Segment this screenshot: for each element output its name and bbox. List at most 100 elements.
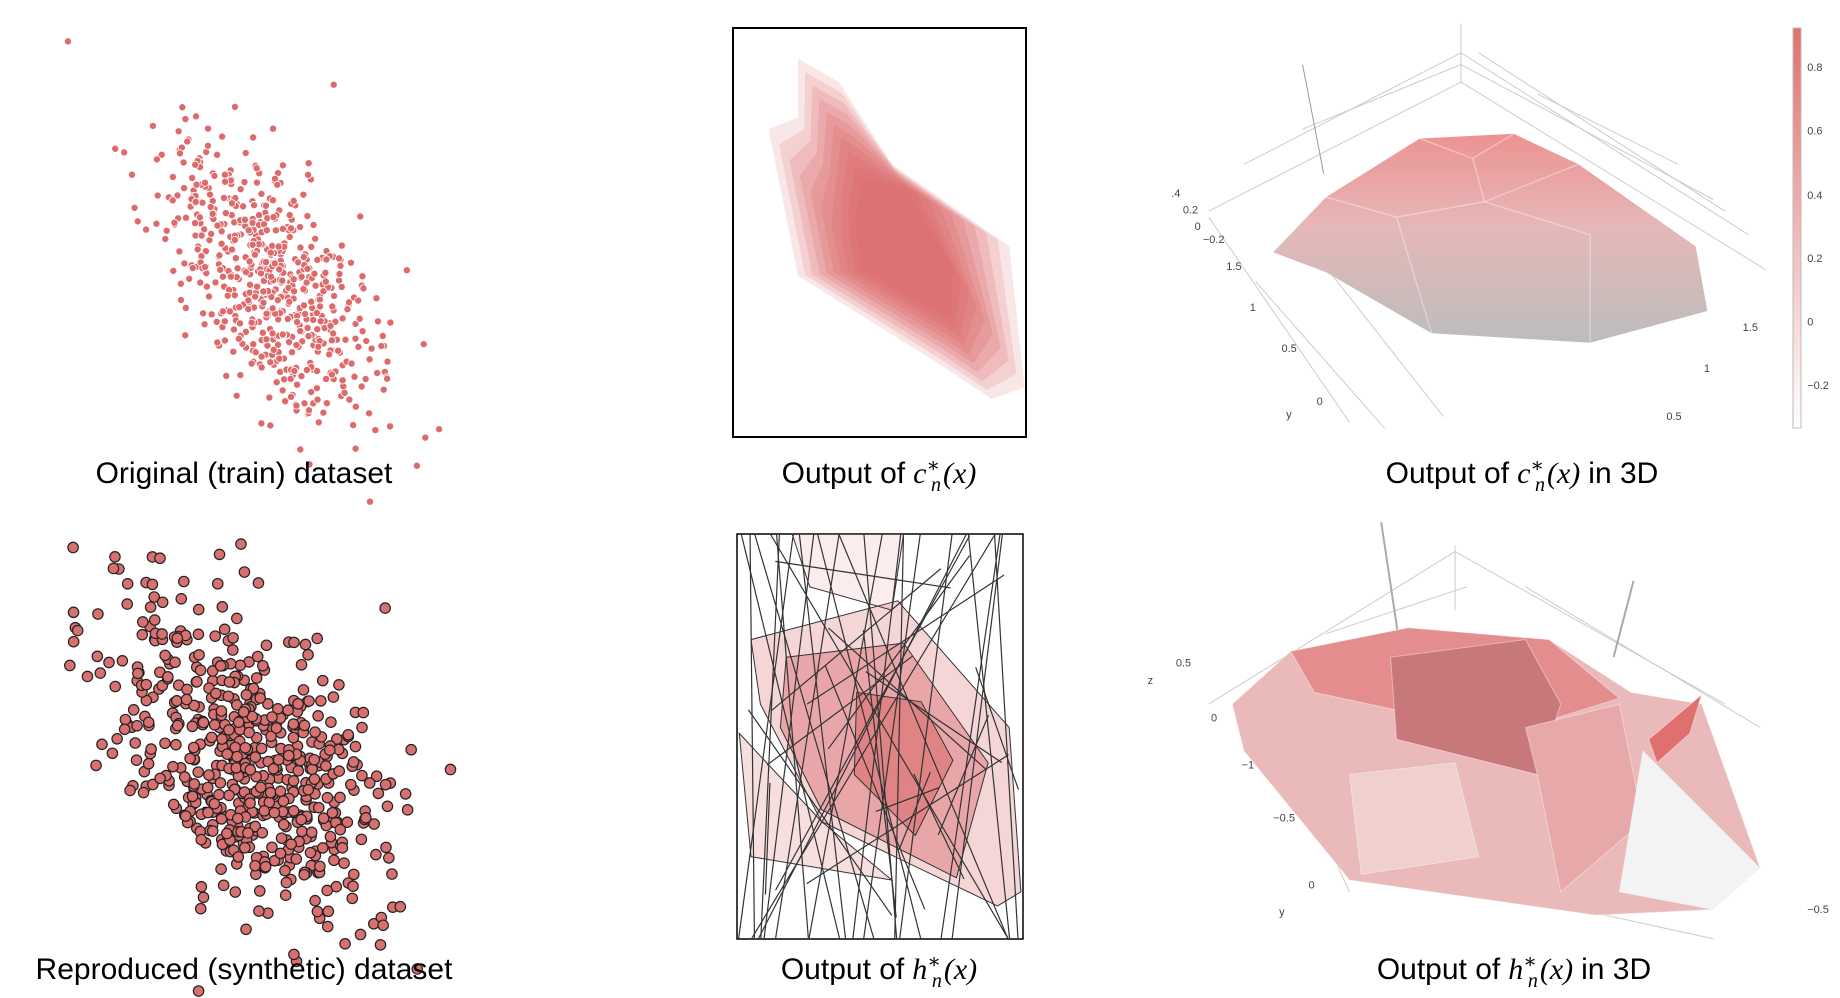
point [239, 841, 251, 854]
point [257, 363, 266, 372]
point [290, 287, 299, 296]
point [288, 948, 300, 961]
point [210, 687, 222, 700]
point [314, 418, 323, 427]
point [370, 848, 382, 861]
point [192, 180, 201, 189]
point [180, 693, 193, 706]
point [246, 280, 255, 289]
point [120, 148, 129, 157]
point [229, 347, 238, 356]
point [349, 421, 358, 430]
point [148, 121, 157, 130]
contour-level [768, 58, 1025, 399]
point [351, 444, 360, 453]
contour-level [799, 98, 1001, 373]
point [179, 810, 192, 822]
point [315, 295, 324, 304]
point [356, 721, 368, 734]
point [272, 703, 284, 715]
partition-line [838, 534, 1009, 939]
point [272, 753, 285, 766]
point [419, 340, 428, 349]
point [304, 846, 317, 859]
point [154, 552, 166, 565]
point [133, 217, 142, 226]
point [305, 826, 318, 839]
point [325, 716, 337, 728]
point [270, 722, 283, 734]
point [259, 298, 268, 307]
point [293, 380, 302, 389]
point [169, 656, 181, 669]
point [286, 224, 295, 233]
point [280, 876, 293, 889]
point [345, 395, 354, 404]
point [356, 212, 365, 221]
point [334, 791, 346, 804]
point [401, 804, 414, 816]
point [232, 716, 245, 729]
point [67, 541, 79, 554]
contour-level [810, 111, 993, 364]
axis-label: z [1148, 675, 1154, 687]
axis-label: 1.5 [1743, 322, 1758, 334]
point [307, 388, 316, 397]
caption: Output of c∗ n(x) in 3D [1386, 455, 1659, 496]
point [215, 251, 224, 260]
partition-line [757, 534, 967, 939]
point [233, 264, 242, 273]
point [188, 173, 197, 182]
point [191, 160, 200, 169]
point [130, 754, 143, 767]
point [347, 880, 359, 892]
point [168, 172, 177, 181]
point [121, 598, 134, 610]
point [274, 785, 287, 798]
point [321, 791, 334, 804]
point [240, 215, 249, 224]
point [131, 719, 143, 732]
point [354, 928, 367, 941]
point [266, 272, 275, 281]
point [223, 676, 236, 688]
point [302, 648, 314, 661]
point [278, 161, 287, 170]
point [377, 342, 386, 351]
point [209, 630, 222, 642]
point [236, 371, 245, 380]
caption: Output of c∗ n(x) [782, 455, 977, 496]
point [304, 332, 313, 341]
point [240, 923, 252, 936]
axis-label: 0 [1308, 879, 1314, 891]
caption-text: in 3D [1588, 457, 1658, 490]
point [285, 297, 294, 306]
facet-edge [1419, 133, 1515, 160]
point [195, 833, 208, 846]
point [223, 724, 235, 736]
point [213, 548, 226, 561]
point [253, 282, 262, 291]
point [221, 177, 230, 186]
point [244, 764, 257, 776]
caption-text: in 3D [1581, 953, 1651, 986]
surface [1524, 703, 1644, 893]
point [170, 695, 183, 707]
partition-line [763, 534, 815, 939]
point [218, 132, 227, 141]
point [341, 816, 354, 828]
point [312, 308, 321, 317]
point [316, 317, 325, 326]
axis-label: 1 [1250, 302, 1256, 314]
point [227, 632, 239, 644]
point [181, 683, 193, 696]
point [343, 305, 352, 314]
partition-line [937, 715, 990, 836]
point [111, 144, 120, 153]
point [142, 757, 155, 770]
point [274, 847, 287, 860]
axis-label: y [1286, 409, 1292, 421]
point [252, 164, 261, 173]
point [221, 827, 233, 840]
point [314, 342, 323, 351]
